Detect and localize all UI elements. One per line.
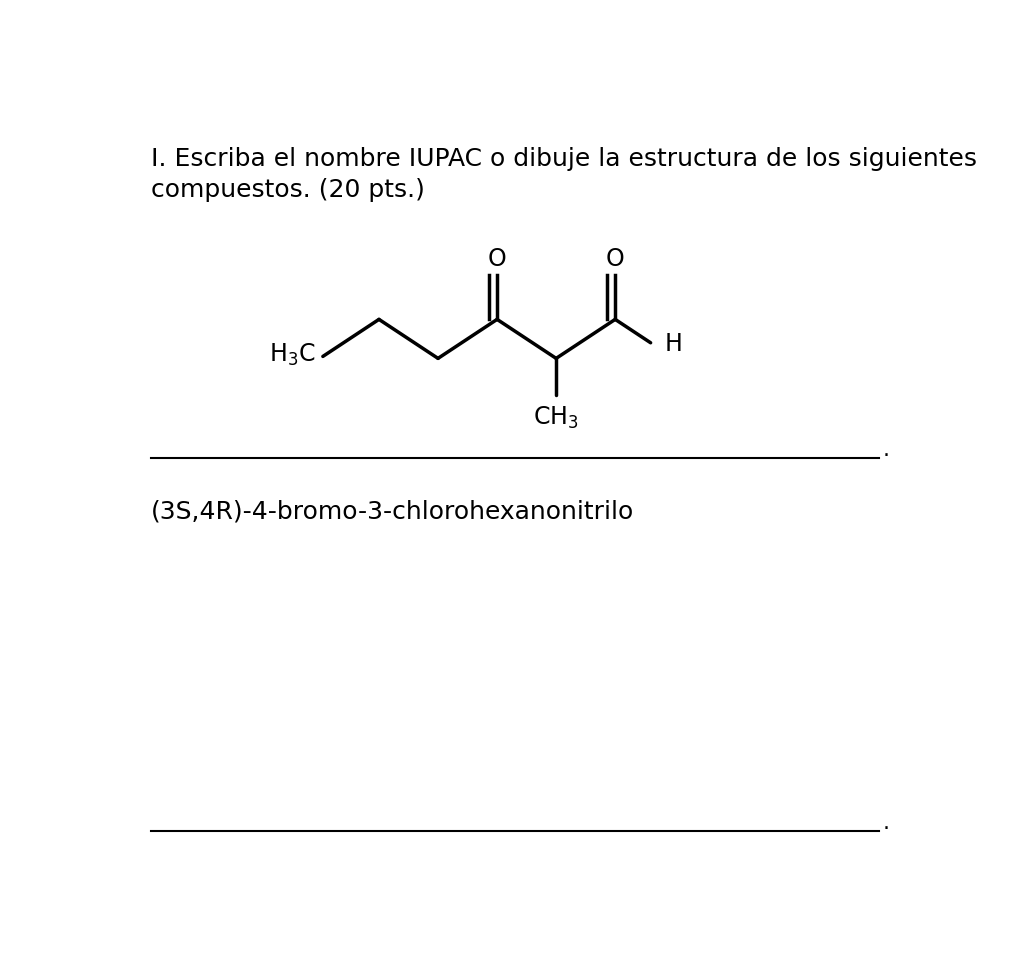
Text: H$_3$C: H$_3$C	[269, 342, 316, 368]
Text: .: .	[883, 440, 890, 461]
Text: (3S,4R)-4-bromo-3-chlorohexanonitrilo: (3S,4R)-4-bromo-3-chlorohexanonitrilo	[150, 500, 634, 523]
Text: CH$_3$: CH$_3$	[533, 405, 579, 431]
Text: O: O	[606, 246, 625, 271]
Text: O: O	[488, 246, 506, 271]
Text: .: .	[883, 813, 890, 833]
Text: H: H	[664, 332, 683, 356]
Text: I. Escriba el nombre IUPAC o dibuje la estructura de los siguientes
compuestos. : I. Escriba el nombre IUPAC o dibuje la e…	[150, 147, 976, 203]
